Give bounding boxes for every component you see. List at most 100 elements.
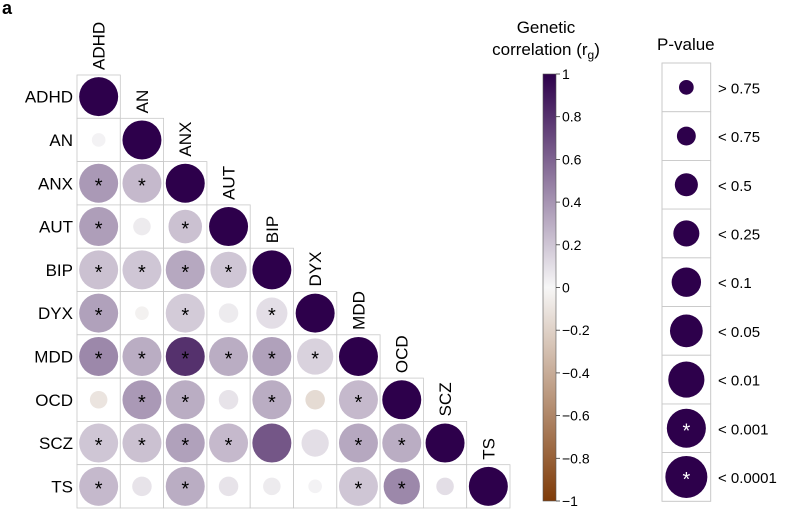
colorbar-title-line2: correlation (rg)	[492, 40, 600, 62]
pvalue-legend-item: < 0.25	[661, 208, 760, 259]
significance-star: *	[95, 305, 103, 327]
cell-scz-anx: *	[163, 420, 208, 466]
cell-aut-aut	[206, 204, 251, 249]
correlation-bubble	[436, 477, 454, 496]
significance-star: *	[225, 262, 233, 284]
cell-ocd-anx: *	[163, 377, 208, 422]
significance-star: *	[181, 392, 189, 414]
cell-mdd-bip: *	[249, 334, 294, 379]
significance-star: *	[95, 435, 103, 457]
cell-bip-an: *	[119, 247, 165, 292]
legend-label: < 0.25	[718, 226, 760, 243]
significance-star: *	[138, 392, 146, 414]
cell-ts-anx: *	[163, 464, 208, 509]
legend-label: < 0.75	[718, 129, 760, 146]
correlation-bubble	[297, 338, 334, 375]
correlation-bubble	[382, 423, 422, 463]
colorbar-tick-label: 1	[562, 66, 570, 82]
legend-bubble	[674, 173, 698, 197]
colorbar-tick-label: −0.6	[562, 408, 590, 424]
correlation-bubble	[209, 423, 249, 463]
cell-ts-bip	[249, 464, 294, 509]
row-label-anx: ANX	[38, 174, 73, 193]
correlation-bubble	[122, 336, 162, 376]
significance-star: *	[181, 348, 189, 370]
correlation-bubble	[252, 380, 292, 420]
cell-ocd-an: *	[119, 377, 165, 422]
cell-mdd-adhd: *	[76, 334, 121, 379]
correlation-bubble	[218, 303, 239, 323]
correlation-bubble	[91, 133, 106, 147]
cell-ocd-aut	[206, 377, 251, 422]
correlation-bubble	[308, 479, 322, 494]
correlation-bubble	[79, 293, 119, 333]
cell-ocd-bip: *	[249, 377, 294, 422]
pvalue-legend-item: * < 0.001	[661, 403, 768, 453]
correlation-bubble	[305, 390, 325, 410]
legend-cell-frame	[661, 452, 712, 502]
row-label-ocd: OCD	[35, 391, 73, 410]
significance-star: *	[95, 219, 103, 241]
legend-star: *	[682, 420, 690, 442]
significance-star: *	[225, 435, 233, 457]
significance-star: *	[95, 262, 103, 284]
cell-ts-ocd: *	[379, 464, 424, 509]
pvalue-legend-item: < 0.1	[661, 257, 752, 307]
row-label-bip: BIP	[46, 261, 73, 280]
significance-star: *	[355, 478, 363, 500]
correlation-bubble	[165, 293, 205, 333]
pvalue-legend-item: < 0.05	[661, 306, 760, 356]
cell-ts-adhd: *	[76, 464, 121, 509]
correlation-bubble	[209, 336, 249, 376]
legend-label: < 0.001	[718, 421, 768, 438]
cell-dyx-an	[119, 291, 165, 336]
significance-star: *	[138, 175, 146, 197]
significance-star: *	[268, 348, 276, 370]
significance-star: *	[138, 262, 146, 284]
cell-anx-anx	[163, 161, 208, 206]
significance-star: *	[311, 348, 319, 370]
correlation-bubble	[338, 380, 378, 420]
cell-adhd-adhd	[76, 74, 121, 119]
correlation-bubble	[122, 380, 162, 420]
cell-bip-anx: *	[163, 247, 208, 292]
colorbar-tick-label: −0.8	[562, 450, 590, 466]
cell-ts-dyx	[293, 464, 338, 509]
colorbar-tick-label: 0	[562, 280, 570, 296]
correlation-bubble	[79, 466, 119, 506]
correlation-bubble	[210, 251, 247, 288]
legend-star: *	[682, 469, 690, 491]
correlation-bubble	[168, 209, 203, 244]
colorbar: Genetic correlation (rg) 1 0.8 0.6 0.4 0.2 0 −0.…	[492, 18, 600, 509]
correlation-bubble	[295, 293, 335, 333]
column-label-ocd: OCD	[393, 335, 412, 373]
cell-scz-adhd: *	[76, 420, 121, 466]
colorbar-tick-label: −1	[562, 493, 578, 509]
column-label-an: AN	[133, 90, 152, 114]
significance-star: *	[225, 348, 233, 370]
correlation-bubble	[301, 429, 329, 457]
cell-aut-anx: *	[163, 204, 208, 249]
cell-an-an	[119, 117, 165, 163]
correlation-bubble	[218, 390, 239, 410]
significance-star: *	[268, 305, 276, 327]
correlation-bubble	[383, 468, 420, 505]
cell-mdd-anx: *	[163, 334, 208, 379]
column-label-mdd: MDD	[349, 291, 368, 330]
pvalue-legend-item: > 0.75	[661, 62, 760, 113]
correlation-bubble	[79, 423, 119, 463]
legend-bubble	[666, 408, 706, 448]
correlation-bubble	[218, 476, 239, 497]
correlation-bubble	[122, 163, 162, 203]
row-label-an: AN	[49, 131, 73, 150]
correlation-matrix: * * * * * * * * * * * * * * * * * * * * * * * * * * * * * * * ADHD ADHD A…	[25, 22, 511, 509]
significance-star: *	[181, 435, 189, 457]
legend-label: < 0.05	[718, 324, 760, 341]
panel-label: a	[2, 0, 13, 18]
cell-ts-an	[119, 464, 165, 509]
colorbar-tick-label: 0.2	[562, 237, 582, 253]
cell-mdd-an: *	[119, 334, 165, 379]
row-label-adhd: ADHD	[25, 88, 73, 107]
correlation-bubble	[165, 423, 205, 463]
cell-mdd-dyx: *	[293, 334, 338, 379]
